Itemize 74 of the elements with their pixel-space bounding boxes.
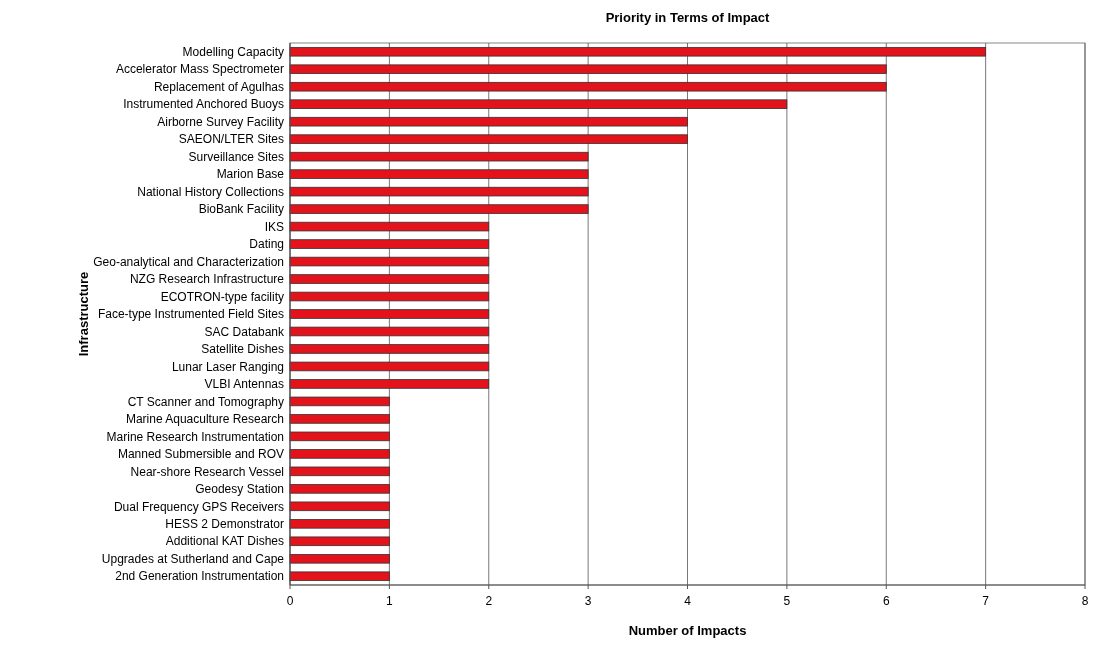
x-tick-label: 6 [882, 594, 890, 608]
y-tick-label: Manned Submersible and ROV [117, 447, 284, 462]
x-tick-label: 5 [783, 594, 791, 608]
y-tick-label: SAC Databank [204, 324, 285, 339]
bar [289, 519, 390, 529]
y-tick-label: SAEON/LTER Sites [178, 132, 284, 147]
bar [289, 239, 490, 249]
y-tick-label: Geodesy Station [195, 482, 284, 497]
bar [289, 134, 688, 144]
bar [289, 291, 490, 302]
bar [289, 116, 688, 127]
bar [289, 431, 390, 442]
bar [289, 554, 390, 564]
x-tick-label: 2 [485, 594, 493, 608]
bar [289, 466, 390, 477]
x-tick-label: 3 [584, 594, 592, 608]
bar [289, 449, 390, 459]
y-tick-label: Marine Research Instrumentation [106, 429, 284, 444]
bar [289, 536, 390, 547]
y-tick-label: Upgrades at Sutherland and Cape [101, 551, 285, 566]
y-tick-label: Geo-analytical and Characterization [93, 254, 284, 269]
bar [289, 186, 589, 197]
x-axis-title: Number of Impacts [628, 623, 747, 638]
y-tick-label: IKS [264, 219, 284, 234]
bar [289, 204, 589, 214]
bar [289, 361, 490, 372]
bar [289, 484, 390, 494]
bar [289, 501, 390, 512]
y-tick-label: Modelling Capacity [182, 44, 284, 59]
y-tick-label: ECOTRON-type facility [160, 289, 284, 304]
y-tick-label: Instrumented Anchored Buoys [123, 97, 284, 112]
y-tick-label: 2nd Generation Instrumentation [115, 569, 284, 584]
bar [289, 309, 490, 319]
bar [289, 221, 490, 232]
y-tick-label: Near-shore Research Vessel [130, 464, 284, 479]
y-tick-label: CT Scanner and Tomography [127, 394, 284, 409]
bar [289, 46, 987, 57]
bar [289, 151, 589, 162]
y-tick-label: BioBank Facility [198, 202, 284, 217]
y-tick-label: National History Collections [137, 184, 284, 199]
y-tick-label: Dating [249, 237, 284, 252]
bar [289, 81, 887, 92]
y-tick-label: HESS 2 Demonstrator [165, 517, 284, 532]
bar [289, 344, 490, 354]
y-tick-label: Marine Aquaculture Research [125, 412, 284, 427]
y-tick-label: Replacement of Agulhas [153, 79, 284, 94]
bar [289, 169, 589, 179]
x-tick-label: 0 [286, 594, 294, 608]
x-tick-label: 1 [386, 594, 394, 608]
bar [289, 396, 390, 407]
y-tick-label: VLBI Antennas [204, 377, 284, 392]
y-tick-label: NZG Research Infrastructure [129, 272, 285, 287]
y-tick-label: Additional KAT Dishes [165, 534, 284, 549]
x-tick-label: 7 [982, 594, 990, 608]
bar [289, 571, 390, 582]
y-tick-label: Airborne Survey Facility [157, 114, 284, 129]
bar [289, 274, 490, 284]
y-tick-label: Surveillance Sites [188, 149, 284, 164]
bar [289, 326, 490, 337]
chart-title: Priority in Terms of Impact [605, 10, 771, 25]
x-tick-label: 8 [1081, 594, 1089, 608]
x-tick-label: 4 [684, 594, 692, 608]
bar [289, 379, 490, 389]
y-tick-label: Satellite Dishes [201, 342, 284, 357]
y-tick-label: Lunar Laser Ranging [171, 359, 284, 374]
bar [289, 64, 887, 74]
y-axis-title: Infrastructure [76, 271, 91, 357]
bar [289, 256, 490, 267]
y-tick-label: Accelerator Mass Spectrometer [115, 62, 284, 77]
y-tick-label: Dual Frequency GPS Receivers [113, 499, 284, 514]
bar [289, 99, 788, 109]
bar [289, 414, 390, 424]
y-tick-label: Face-type Instrumented Field Sites [97, 307, 284, 322]
y-tick-label: Marion Base [216, 167, 285, 182]
